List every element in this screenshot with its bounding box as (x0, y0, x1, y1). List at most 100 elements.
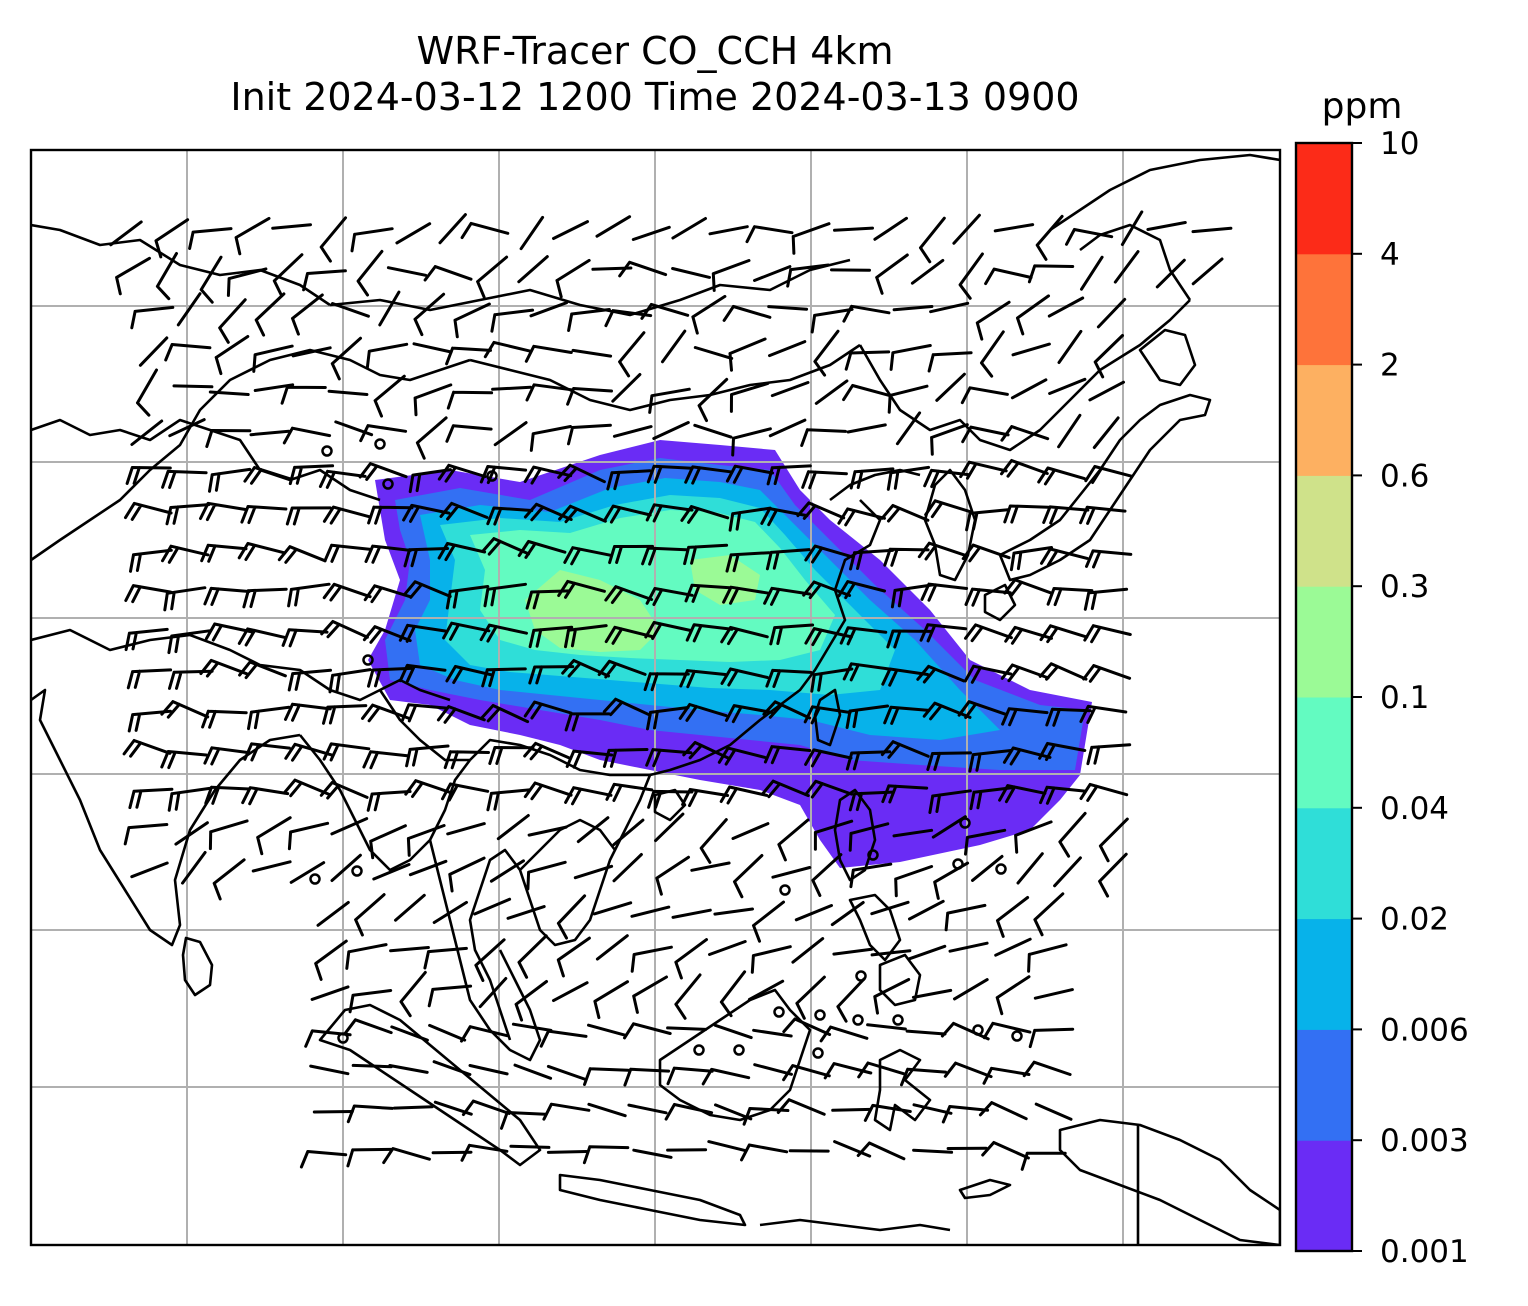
wind-barb-515 (623, 1067, 671, 1087)
wind-barb-551 (546, 1150, 588, 1154)
wind-barb-326 (922, 701, 972, 721)
wind-barb-296 (720, 667, 769, 687)
wind-barb-369 (647, 789, 694, 809)
wind-barb-164 (437, 463, 487, 483)
wind-barb-144 (652, 421, 690, 440)
wind-barb-72 (767, 305, 809, 311)
wind-barb-98 (813, 329, 840, 377)
wind-barb-506 (1028, 1027, 1075, 1049)
wind-barb-416 (526, 860, 567, 891)
wind-barb-246 (722, 585, 770, 605)
colorbar-ticks: 0.001 0.003 0.006 0.02 0.04 0.1 0.3 0.6 2 4 10 (1352, 126, 1469, 1270)
wind-barb-435 (473, 897, 512, 916)
wind-barb-543 (978, 1101, 1028, 1121)
wind-barb-31 (226, 267, 268, 297)
wind-barb-461 (750, 945, 792, 974)
wind-barb-496 (623, 1022, 672, 1040)
wind-barb-32 (272, 253, 304, 298)
wind-barb-317 (564, 712, 611, 732)
wind-barb-385 (287, 821, 330, 851)
wind-barb-67 (567, 308, 611, 332)
wind-barb-446 (908, 899, 945, 921)
calm-wind-marker-0 (321, 445, 333, 457)
wind-barb-204 (1042, 505, 1090, 525)
wind-barb-10 (519, 215, 545, 251)
wind-barb-455 (517, 934, 548, 979)
wind-barb-448 (996, 896, 1030, 938)
china-coast (649, 499, 882, 777)
wind-barb-320 (678, 703, 728, 722)
wind-barb-190 (486, 506, 534, 526)
wind-barb-560 (912, 1148, 954, 1154)
colorbar-segments (1296, 143, 1352, 1252)
wind-barb-94 (661, 329, 687, 364)
wind-barb-475 (552, 981, 589, 1003)
wind-barb-358 (204, 785, 251, 805)
wind-barb-271 (720, 626, 769, 646)
wind-barb-240 (483, 582, 527, 608)
wind-barb-291 (528, 665, 575, 685)
wind-barb-245 (684, 583, 732, 603)
wind-barb-415 (489, 859, 525, 883)
wind-barb-462 (791, 937, 825, 964)
timor (958, 1178, 1012, 1200)
wind-barb-51 (1027, 264, 1075, 284)
wind-barb-282 (168, 669, 214, 690)
wind-barb-79 (1047, 296, 1085, 318)
wind-barb-362 (366, 790, 412, 812)
wind-barb-233 (203, 586, 251, 606)
inland-border-1 (469, 738, 650, 777)
wind-barb-85 (291, 346, 332, 358)
wind-barb-184 (240, 505, 288, 525)
wind-barb-501 (819, 1025, 869, 1043)
wind-barb-319 (646, 706, 690, 731)
colorbar-segment-7 (1296, 364, 1352, 476)
wind-barb-96 (728, 337, 767, 372)
sumatra (318, 1003, 542, 1167)
wind-barb-434 (432, 900, 468, 924)
wind-barb-308 (201, 709, 248, 729)
sri-lanka (181, 936, 214, 997)
wind-barb-262 (362, 625, 412, 644)
wind-barb-466 (948, 941, 989, 953)
wind-barb-450 (314, 939, 348, 981)
wind-barb-229 (1040, 547, 1089, 567)
wind-barb-393 (612, 818, 645, 847)
wind-barb-255 (1083, 587, 1129, 611)
wind-barb-429 (1053, 856, 1082, 888)
wind-barb-318 (602, 697, 652, 717)
wind-barb-404 (1058, 811, 1087, 858)
wind-barb-102 (980, 330, 1005, 378)
wind-barb-530 (461, 1099, 511, 1117)
wind-barb-138 (415, 416, 448, 460)
colorbar-segment-4 (1296, 697, 1352, 809)
wind-barb-127 (960, 386, 1009, 405)
wind-barb-519 (782, 1064, 831, 1082)
wind-barb-60 (291, 293, 324, 336)
wind-barb-334 (243, 742, 291, 762)
wind-barb-559 (856, 1141, 906, 1161)
wind-barb-162 (358, 462, 408, 481)
wind-barb-15 (708, 225, 749, 236)
wind-barb-178 (1000, 459, 1049, 478)
wind-barb-276 (919, 623, 968, 643)
wind-barb-396 (731, 822, 770, 840)
wind-barb-331 (122, 739, 172, 758)
colorbar-tick-label-0: 0.001 (1380, 1234, 1469, 1270)
wind-barb-121 (729, 382, 770, 413)
wind-barb-266 (528, 625, 574, 649)
wind-barb-390 (496, 814, 530, 841)
calm-wind-marker-13 (892, 1014, 904, 1026)
wind-barb-155 (1092, 416, 1120, 449)
wind-barb-463 (832, 947, 874, 956)
wind-barb-350 (880, 740, 930, 759)
manchuria (858, 299, 1191, 452)
wind-barb-173 (801, 470, 848, 490)
wind-barb-516 (666, 1066, 714, 1086)
wind-barb-454 (474, 938, 506, 982)
wind-barb-328 (1001, 707, 1049, 727)
wind-barb-130 (1088, 380, 1125, 402)
wind-barb-535 (664, 1103, 714, 1121)
wind-barbs (109, 210, 1233, 1171)
colorbar-tick-label-8: 2 (1380, 348, 1400, 384)
